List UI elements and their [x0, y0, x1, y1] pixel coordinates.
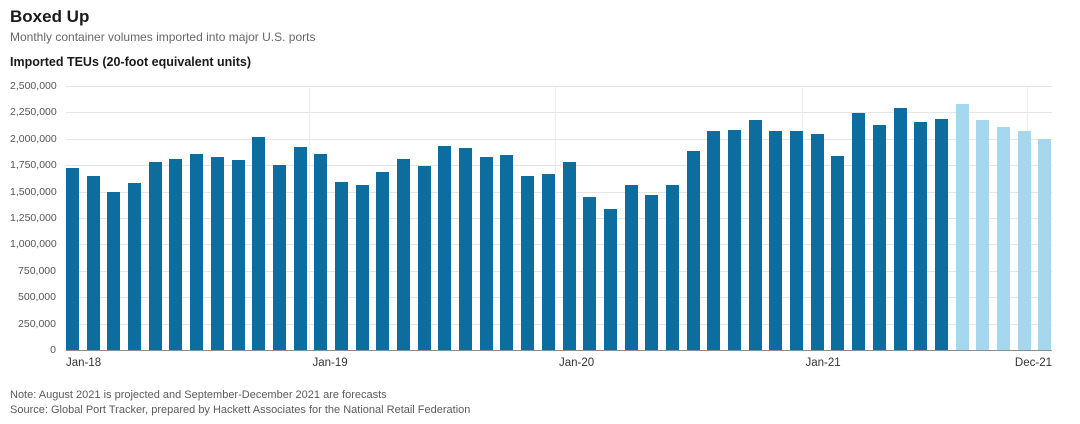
- bar-Apr-21: [872, 125, 886, 350]
- bar-Dec-19: [541, 173, 555, 350]
- y-axis-tick-label: 1,000,000: [10, 238, 57, 251]
- y-axis-tick-label: 2,000,000: [10, 132, 57, 145]
- x-axis-label-Jan-18: Jan-18: [66, 357, 102, 369]
- plot-area: Jan-18 Jan-19 Jan-20 Jan-21 Dec-21: [66, 86, 1052, 369]
- bar-Jul-21: [934, 118, 948, 350]
- gridline: [66, 191, 1052, 193]
- bar-Mar-20: [603, 208, 617, 350]
- x-axis-label-Dec-21: Dec-21: [1014, 357, 1052, 369]
- bar-Dec-21: [1038, 138, 1052, 350]
- gridline: [66, 138, 1052, 140]
- bar-Sep-18: [231, 159, 245, 350]
- y-axis-tick-label: 750,000: [18, 264, 56, 277]
- bar-Oct-21: [996, 127, 1010, 350]
- gridline: [66, 297, 1052, 299]
- gridline: [66, 165, 1052, 167]
- bar-Aug-20: [707, 131, 721, 350]
- bar-Aug-18: [210, 156, 224, 350]
- y-axis-tick-label: 1,750,000: [10, 159, 57, 172]
- bar-Mar-19: [355, 185, 369, 350]
- bar-Oct-20: [748, 119, 762, 350]
- bar-Sep-19: [479, 156, 493, 350]
- bar-Jan-19: [314, 153, 328, 350]
- bar-May-18: [148, 162, 162, 350]
- x-axis-label-Jan-20: Jan-20: [559, 357, 595, 369]
- bar-Oct-19: [500, 154, 514, 350]
- bar-Mar-21: [852, 113, 866, 350]
- x-axis-label-Jan-21: Jan-21: [805, 357, 841, 369]
- bar-Dec-20: [790, 131, 804, 350]
- year-gridline: [308, 86, 310, 350]
- y-axis-tick-label: 1,500,000: [10, 185, 57, 198]
- bar-Jul-18: [190, 153, 204, 350]
- y-axis-tick-label: 2,250,000: [10, 106, 57, 119]
- bar-May-19: [397, 158, 410, 350]
- bar-Jan-18: [66, 168, 79, 350]
- x-axis-baseline: [66, 350, 1052, 351]
- source-line: Source: Global Port Tracker, prepared by…: [10, 404, 471, 416]
- bar-Jun-18: [169, 158, 183, 350]
- bar-May-21: [893, 108, 907, 350]
- bar-Dec-18: [293, 147, 307, 350]
- bar-Feb-20: [583, 196, 597, 350]
- footnotes: Note: August 2021 is projected and Septe…: [10, 388, 1068, 418]
- bar-Feb-19: [334, 182, 348, 350]
- gridline: [66, 112, 1052, 114]
- bar-Jan-21: [810, 133, 824, 350]
- bar-Oct-18: [252, 136, 266, 350]
- year-gridline: [555, 86, 556, 350]
- page-subtitle: Monthly container volumes imported into …: [10, 30, 316, 44]
- bar-Apr-20: [624, 185, 638, 350]
- bar-Mar-18: [107, 191, 121, 350]
- bar-Nov-18: [272, 165, 286, 350]
- bar-Jan-20: [562, 162, 576, 350]
- bar-Nov-21: [1017, 131, 1031, 350]
- bar-Aug-21: [955, 103, 969, 350]
- y-axis-title: Imported TEUs (20-foot equivalent units): [10, 55, 251, 69]
- bar-Apr-19: [376, 171, 390, 350]
- y-axis-tick-label: 250,000: [18, 317, 56, 330]
- gridline: [66, 270, 1052, 272]
- gridline: [66, 218, 1052, 219]
- gridline: [66, 323, 1052, 325]
- y-axis-tick-label: 1,250,000: [10, 212, 57, 224]
- gridline: [66, 244, 1052, 246]
- bar-Sep-21: [976, 119, 990, 350]
- bar-Jun-20: [665, 185, 679, 350]
- container-volume-chart: Jan-18 Jan-19 Jan-20 Jan-21 Dec-21 0 250,000 5…: [10, 74, 1068, 378]
- bar-Jul-19: [438, 146, 452, 350]
- bar-Feb-21: [831, 155, 845, 350]
- bar-Feb-18: [86, 175, 100, 350]
- y-axis-tick-label: 500,000: [18, 291, 56, 304]
- bar-Jun-21: [914, 121, 928, 350]
- gridline: [66, 86, 1052, 87]
- bar-Jun-19: [417, 166, 431, 350]
- bar-Aug-19: [459, 148, 473, 350]
- bar-Nov-20: [769, 131, 783, 350]
- bars: [66, 86, 1052, 350]
- bar-Apr-18: [128, 183, 142, 350]
- y-axis-tick-label: 2,500,000: [10, 80, 57, 92]
- y-axis-tick-label: 0: [50, 344, 56, 356]
- x-axis-label-Jan-19: Jan-19: [312, 357, 348, 369]
- footnote: Note: August 2021 is projected and Septe…: [10, 389, 387, 401]
- bar-May-20: [645, 194, 659, 350]
- page-title: Boxed Up: [10, 7, 90, 26]
- bar-Jul-20: [686, 151, 700, 350]
- bar-Nov-19: [521, 175, 535, 350]
- bar-Sep-20: [728, 130, 741, 350]
